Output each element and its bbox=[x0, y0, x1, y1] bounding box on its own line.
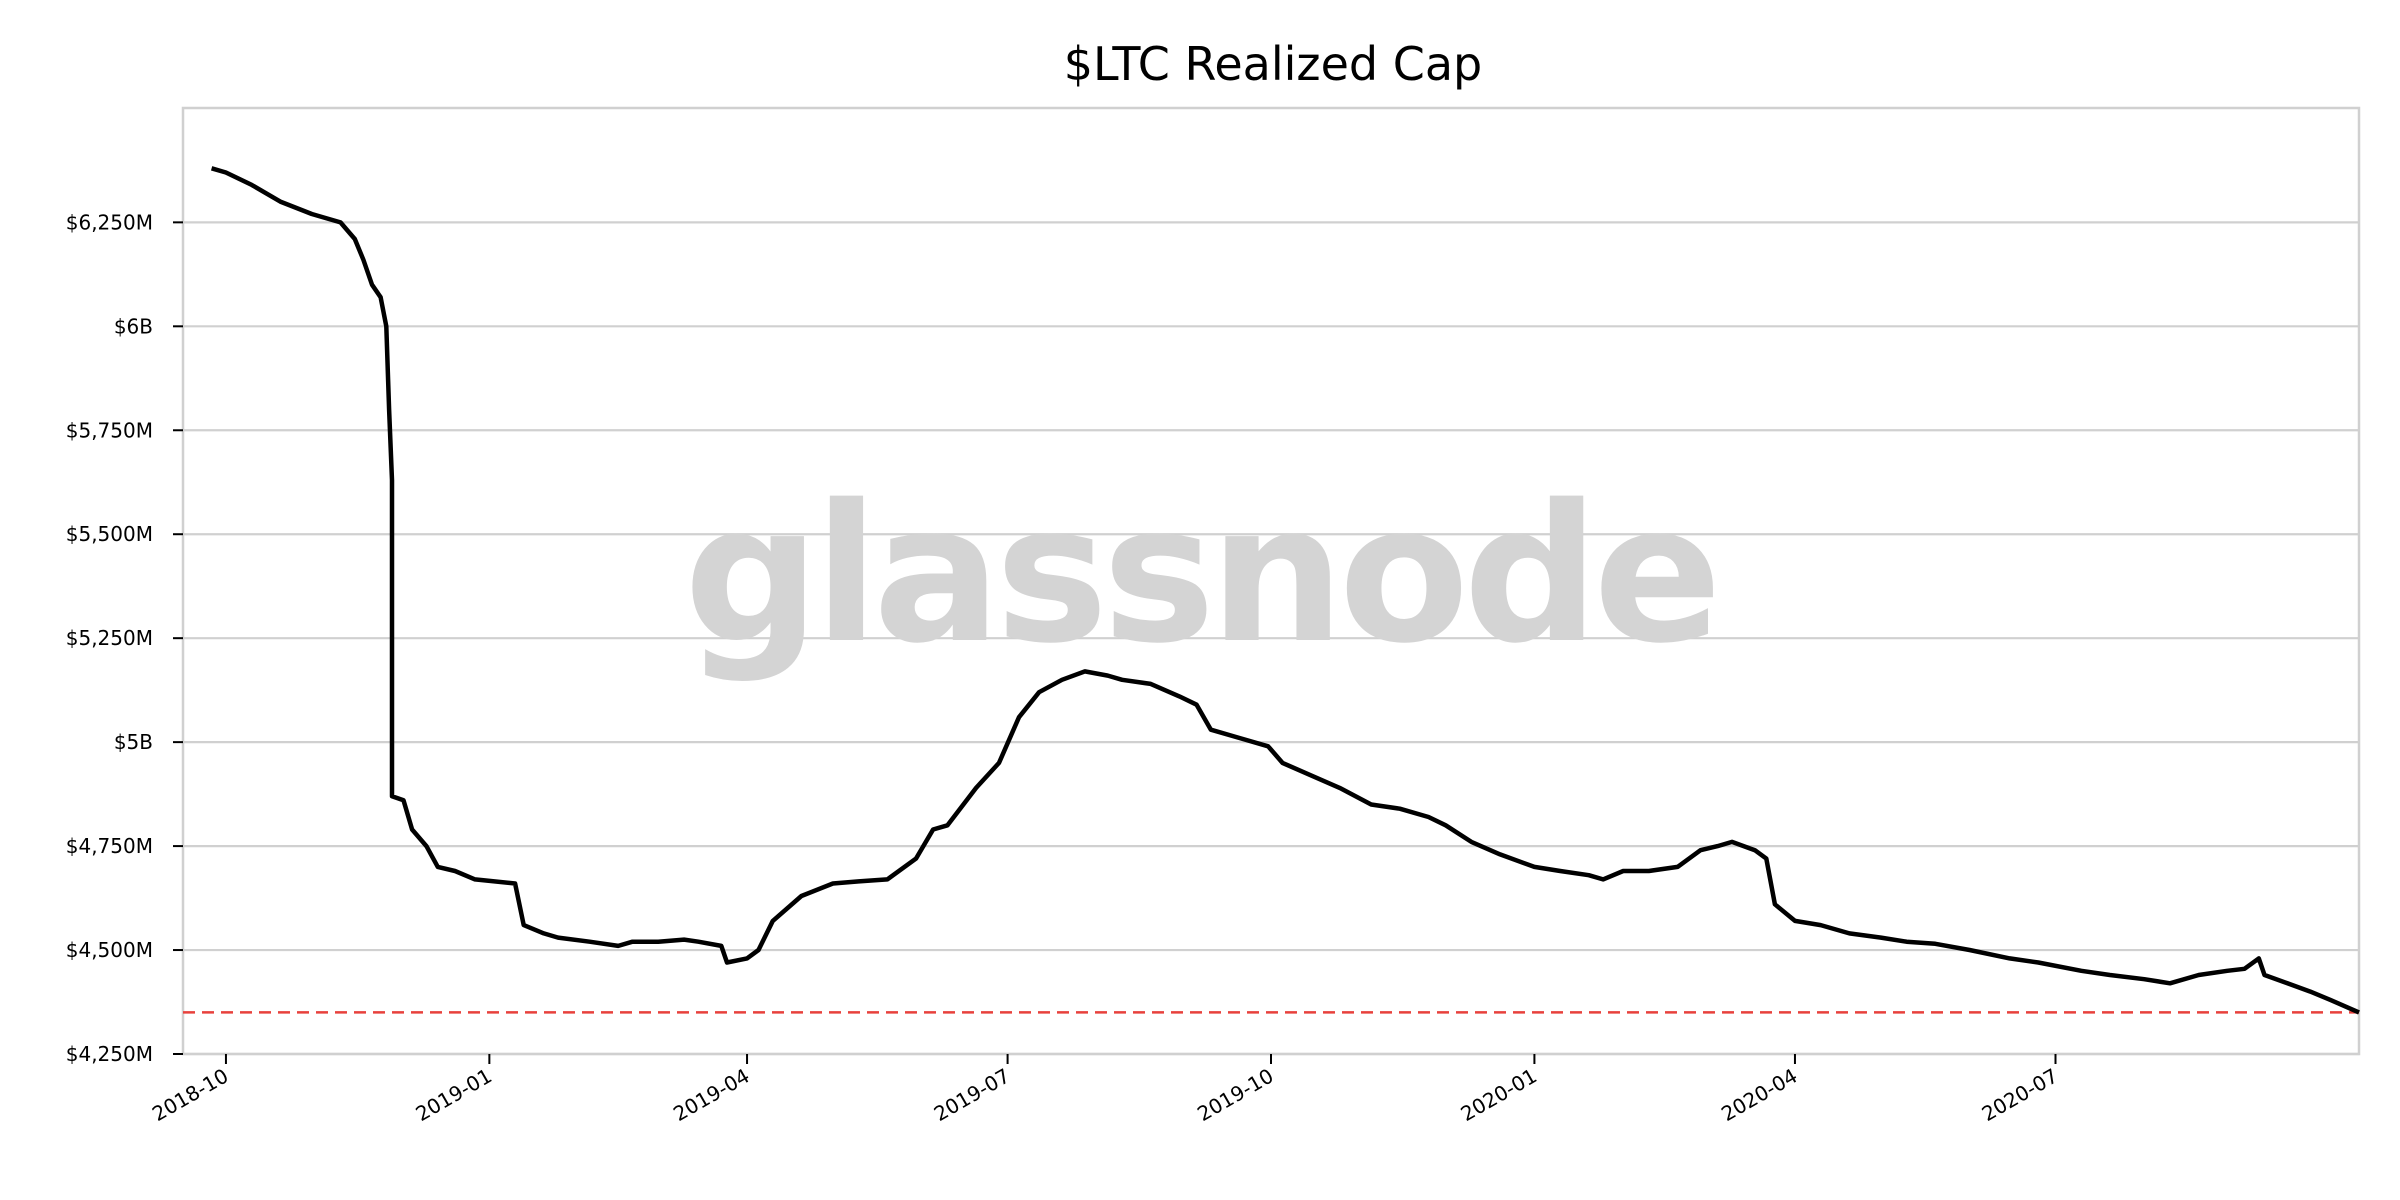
watermark-logo: glassnode bbox=[684, 464, 1716, 685]
y-tick-label: $6B bbox=[114, 314, 153, 338]
series-line-realized-cap bbox=[210, 166, 2360, 1015]
y-tick-label: $5,500M bbox=[66, 522, 153, 546]
chart-title: $LTC Realized Cap bbox=[1064, 37, 1482, 91]
y-tick-label: $5B bbox=[114, 730, 153, 754]
y-tick-label: $4,750M bbox=[66, 834, 153, 858]
y-tick-label: $5,250M bbox=[66, 626, 153, 650]
y-tick-label: $4,250M bbox=[66, 1042, 153, 1066]
y-tick-label: $6,250M bbox=[66, 210, 153, 234]
y-axis: $4,250M $4,500M $4,750M $5B $5,250M $5,500M $5… bbox=[66, 210, 183, 1066]
y-tick-label: $5,750M bbox=[66, 418, 153, 442]
y-tick-label: $4,500M bbox=[66, 938, 153, 962]
